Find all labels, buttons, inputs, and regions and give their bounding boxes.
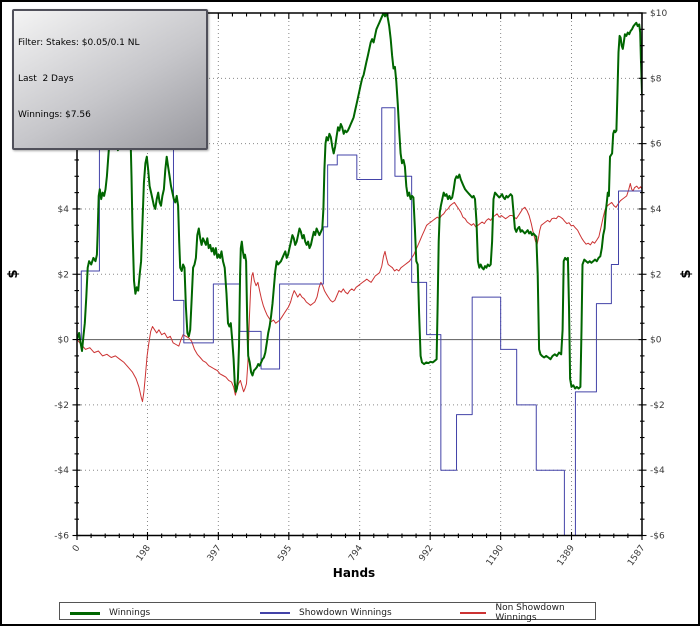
legend-swatch-winnings bbox=[70, 611, 100, 615]
svg-text:-$6: -$6 bbox=[650, 532, 665, 542]
svg-text:-$4: -$4 bbox=[54, 466, 69, 476]
svg-text:794: 794 bbox=[347, 543, 365, 563]
svg-text:1389: 1389 bbox=[556, 543, 577, 568]
filter-stakes-text: Filter: Stakes: $0.05/0.1 NL bbox=[18, 38, 140, 48]
svg-text:$10: $10 bbox=[650, 9, 667, 19]
svg-text:$2: $2 bbox=[58, 270, 69, 280]
svg-text:992: 992 bbox=[418, 543, 436, 563]
svg-text:$6: $6 bbox=[650, 140, 662, 150]
filter-info-box[interactable]: Filter: Stakes: $0.05/0.1 NL Last 2 Days… bbox=[12, 9, 208, 150]
legend-label-showdown-winnings: Showdown Winnings bbox=[299, 608, 392, 618]
svg-text:-$4: -$4 bbox=[650, 466, 665, 476]
svg-text:$8: $8 bbox=[650, 74, 662, 84]
svg-text:$2: $2 bbox=[650, 270, 661, 280]
svg-text:595: 595 bbox=[276, 543, 294, 563]
y-axis-title-right: $ bbox=[679, 269, 694, 278]
svg-text:$4: $4 bbox=[650, 205, 662, 215]
svg-text:$0: $0 bbox=[650, 336, 662, 346]
legend-item-non-showdown-winnings[interactable]: Non Showdown Winnings bbox=[460, 603, 595, 623]
x-axis-title: Hands bbox=[333, 566, 375, 580]
legend-item-winnings[interactable]: Winnings bbox=[70, 608, 260, 618]
svg-text:1587: 1587 bbox=[626, 543, 647, 567]
legend-label-non-showdown-winnings: Non Showdown Winnings bbox=[495, 603, 565, 623]
chart-legend: Winnings Showdown Winnings Non Showdown Wi… bbox=[59, 602, 596, 623]
svg-text:-$6: -$6 bbox=[54, 532, 69, 542]
svg-text:$4: $4 bbox=[58, 205, 70, 215]
legend-swatch-showdown-winnings bbox=[260, 612, 290, 614]
legend-swatch-non-showdown-winnings bbox=[460, 612, 487, 614]
svg-text:0: 0 bbox=[71, 543, 83, 554]
legend-item-showdown-winnings[interactable]: Showdown Winnings bbox=[260, 608, 460, 618]
svg-text:$0: $0 bbox=[58, 336, 70, 346]
svg-text:-$2: -$2 bbox=[650, 401, 665, 411]
svg-text:397: 397 bbox=[206, 543, 224, 563]
legend-label-winnings: Winnings bbox=[109, 608, 151, 618]
svg-text:198: 198 bbox=[135, 543, 153, 563]
svg-text:1190: 1190 bbox=[485, 543, 506, 568]
y-axis-title-left: $ bbox=[6, 269, 21, 278]
filter-range-text: Last 2 Days bbox=[18, 74, 74, 84]
filter-winnings-text: Winnings: $7.56 bbox=[18, 110, 91, 120]
svg-text:-$2: -$2 bbox=[54, 401, 69, 411]
